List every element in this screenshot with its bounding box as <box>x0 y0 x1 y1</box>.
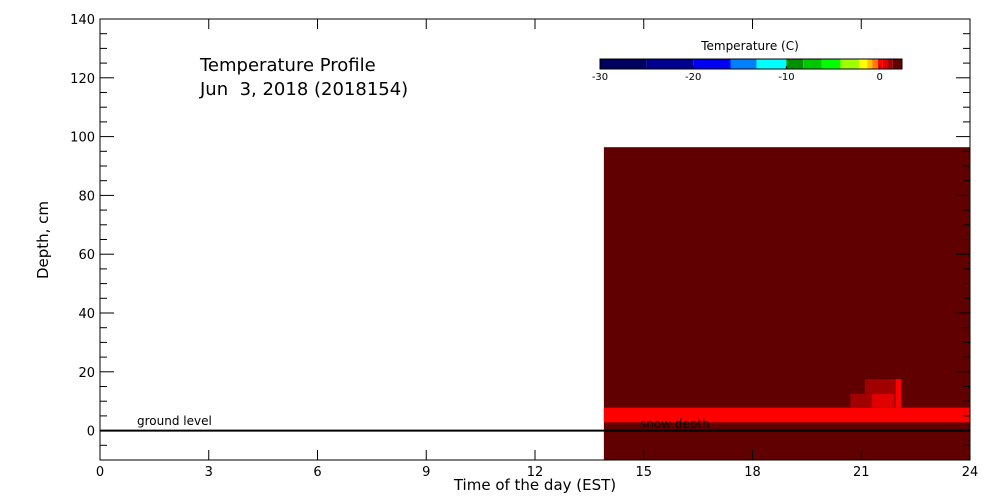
x-tick-label: 9 <box>422 465 430 480</box>
x-tick-label: 18 <box>744 465 761 480</box>
y-tick-label: 20 <box>78 366 95 381</box>
colorbar-ticks: -30 -20 -10 0 <box>592 66 883 83</box>
heatmap-cell <box>895 379 902 408</box>
axis-ticks <box>99 18 971 461</box>
y-axis-label: Depth, cm <box>34 201 52 279</box>
y-tick-label: 100 <box>70 131 95 146</box>
colorbar-segment <box>877 59 883 69</box>
colorbar-segment <box>756 59 787 69</box>
colorbar-segment <box>693 59 731 69</box>
y-tick-label: 0 <box>87 425 95 440</box>
heatmap-cell <box>603 407 970 423</box>
x-tick-label: 24 <box>962 465 979 480</box>
colorbar-tick-label: -30 <box>592 72 608 83</box>
colorbar-tick-label: 0 <box>876 72 882 83</box>
heatmap-cell <box>864 379 902 394</box>
ground-level-label: ground level <box>137 414 212 428</box>
y-tick-label: 140 <box>70 13 95 28</box>
colorbar-segment <box>786 59 804 69</box>
colorbar-segment <box>646 59 694 69</box>
colorbar-tick-label: -10 <box>778 72 794 83</box>
x-tick-label: 15 <box>635 465 652 480</box>
colorbar-border <box>599 58 903 70</box>
x-tick-label: 0 <box>96 465 104 480</box>
colorbar-tick-label: -20 <box>685 72 701 83</box>
colorbar-segment <box>887 59 893 69</box>
colorbar-title: Temperature (C) <box>700 39 799 53</box>
colorbar-segment <box>821 59 841 69</box>
chart-subtitle: Jun 3, 2018 (2018154) <box>199 79 408 100</box>
colorbar-segments <box>599 58 903 70</box>
heatmap-cells <box>603 147 970 460</box>
y-tick-label: 80 <box>78 189 95 204</box>
y-tick-label: 40 <box>78 307 95 322</box>
colorbar-segment <box>730 59 757 69</box>
colorbar-segment <box>867 59 873 69</box>
chart-title: Temperature Profile <box>199 55 376 76</box>
x-tick-label: 21 <box>853 465 870 480</box>
colorbar-segment <box>803 59 822 69</box>
snow-depth-label: snow depth <box>640 417 710 431</box>
colorbar-segment <box>600 59 647 69</box>
colorbar-segment <box>872 59 878 69</box>
y-tick-labels: 0 20 40 60 80 100 120 140 <box>70 13 95 440</box>
y-tick-label: 120 <box>70 72 95 87</box>
colorbar-segment <box>859 59 868 69</box>
x-tick-labels: 0 3 6 9 12 15 18 21 24 <box>96 465 978 480</box>
heatmap-cell <box>872 393 894 408</box>
y-tick-label: 60 <box>78 248 95 263</box>
colorbar-segment <box>892 59 902 69</box>
x-tick-label: 12 <box>527 465 544 480</box>
colorbar: Temperature (C) -30 -20 -10 0 <box>592 39 903 83</box>
x-tick-label: 6 <box>313 465 321 480</box>
x-axis-label: Time of the day (EST) <box>453 476 616 494</box>
colorbar-segment <box>840 59 860 69</box>
x-tick-label: 3 <box>205 465 213 480</box>
colorbar-segment <box>882 59 888 69</box>
